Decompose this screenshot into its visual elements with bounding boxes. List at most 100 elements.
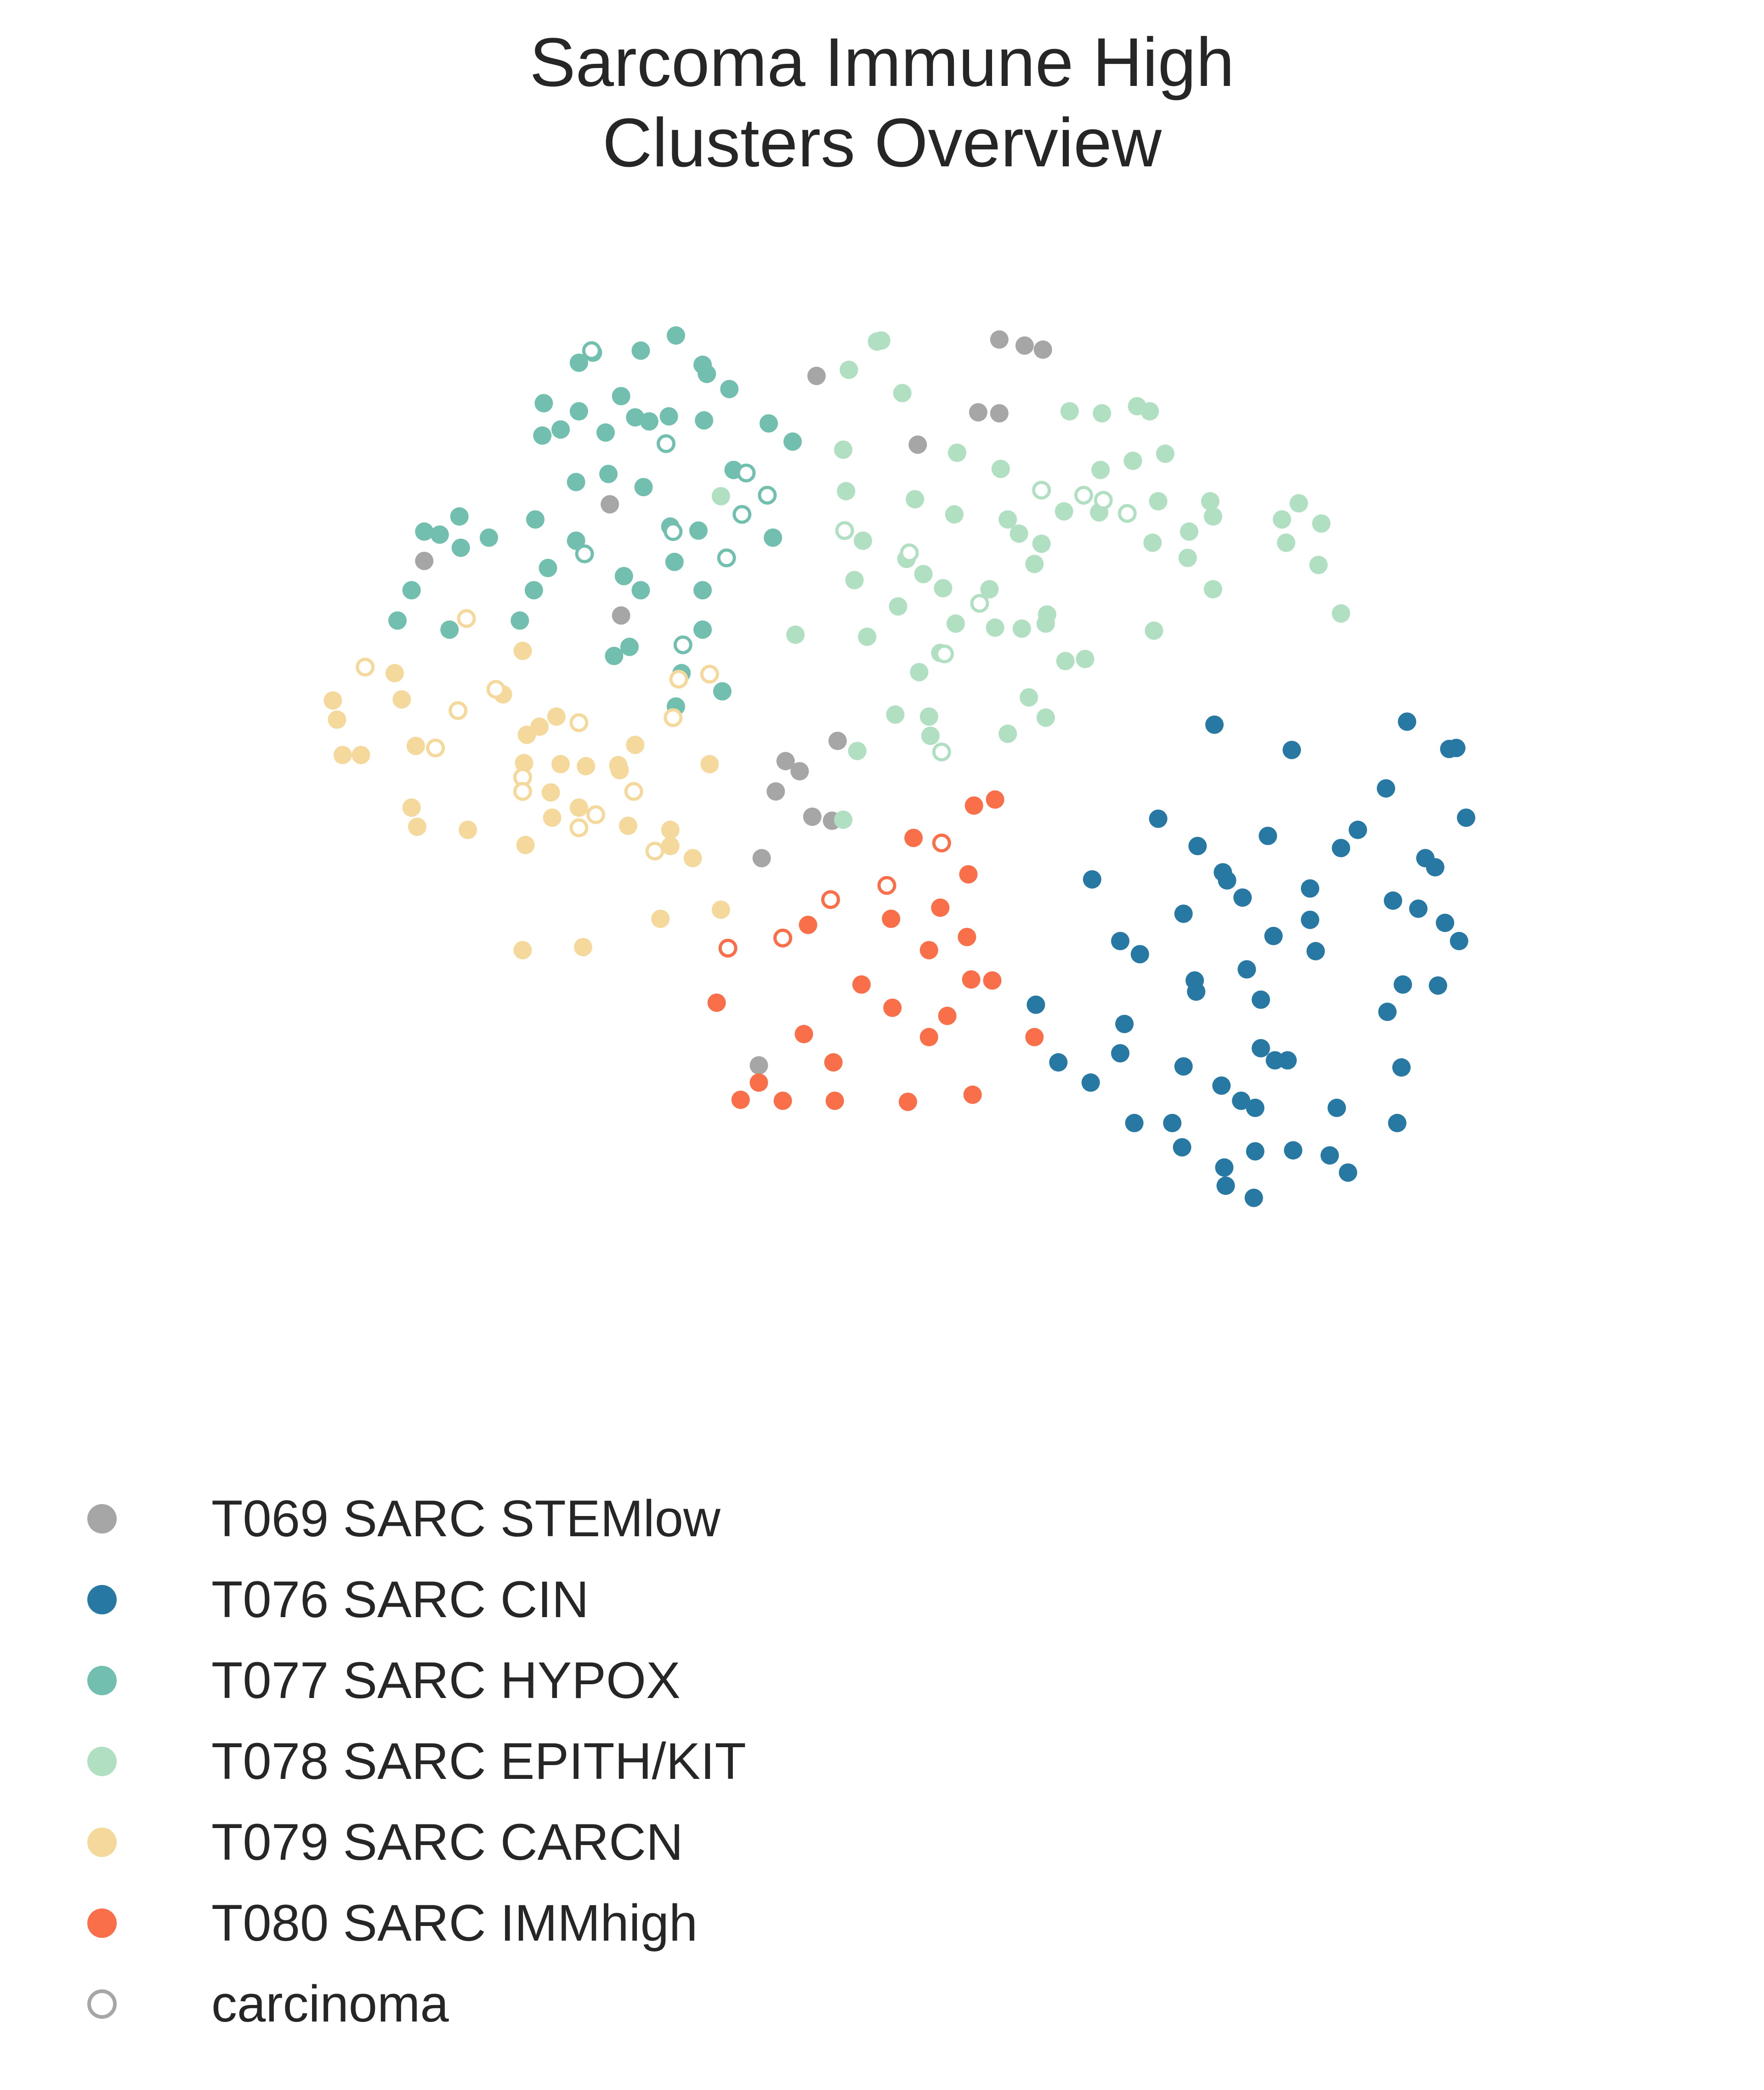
scatter-point: [760, 414, 778, 433]
scatter-point: [356, 658, 375, 677]
scatter-point: [910, 663, 929, 682]
scatter-point: [758, 486, 777, 505]
legend-item-t077: T077 SARC HYPOX: [87, 1648, 1098, 1709]
scatter-point: [664, 522, 683, 541]
scatter-point: [882, 909, 901, 928]
scatter-point: [567, 473, 585, 491]
scatter-point: [651, 909, 670, 928]
scatter-point: [408, 818, 426, 836]
series-carcinoma: [356, 341, 1137, 958]
scatter-point: [626, 408, 645, 427]
scatter-point: [577, 757, 596, 776]
scatter-point: [388, 611, 407, 630]
scatter-point: [711, 900, 730, 919]
scatter-point: [948, 443, 966, 462]
scatter-point: [1076, 650, 1095, 668]
scatter-point: [900, 543, 919, 562]
scatter-point: [645, 841, 664, 861]
scatter-point: [515, 754, 533, 772]
scatter-point: [1149, 809, 1168, 828]
scatter-point: [1216, 1176, 1235, 1195]
scatter-point: [1025, 1028, 1044, 1046]
scatter-point: [946, 614, 965, 633]
scatter-point: [634, 478, 653, 496]
scatter-point: [1284, 1141, 1303, 1160]
scatter-point: [1289, 494, 1308, 513]
scatter-point: [821, 890, 840, 909]
scatter-point: [1027, 995, 1045, 1014]
scatter-point: [1332, 839, 1350, 858]
scatter-point: [612, 387, 630, 405]
legend-label-t080: T080 SARC IMMhigh: [211, 1894, 698, 1952]
scatter-point: [1180, 522, 1198, 541]
scatter-point: [402, 581, 421, 600]
scatter-point: [1312, 514, 1331, 533]
scatter-point: [1111, 931, 1129, 950]
scatter-point: [665, 552, 684, 571]
scatter-point: [1272, 510, 1291, 529]
scatter-point: [1203, 580, 1222, 599]
scatter-point: [935, 644, 954, 664]
scatter-point: [883, 999, 902, 1017]
scatter-point: [605, 647, 624, 665]
scatter-point: [669, 670, 688, 689]
scatter-point: [1309, 556, 1328, 574]
scatter-point: [664, 708, 683, 727]
scatter-point: [893, 384, 912, 403]
scatter-point: [959, 865, 978, 884]
scatter-point: [799, 915, 817, 934]
scatter-point: [1429, 976, 1447, 995]
scatter-point: [1252, 1039, 1270, 1057]
series-t080: [707, 790, 1044, 1111]
scatter-point: [1081, 1073, 1100, 1092]
scatter-point: [1265, 1051, 1284, 1070]
scatter-point: [1384, 891, 1402, 910]
scatter-point: [773, 1091, 792, 1110]
scatter-point: [990, 404, 1009, 423]
scatter-point: [825, 1091, 844, 1110]
scatter-point: [904, 829, 923, 847]
scatter-point: [1212, 1076, 1231, 1095]
scatter-point: [990, 330, 1009, 349]
scatter-point: [986, 618, 1004, 637]
scatter-point: [1457, 808, 1475, 827]
legend-marker-t069: [87, 1504, 117, 1533]
scatter-point: [1264, 926, 1283, 945]
scatter-point: [541, 783, 560, 802]
scatter-point: [1094, 491, 1113, 510]
scatter-point: [547, 707, 566, 726]
scatter-point: [749, 1056, 768, 1075]
scatter-point: [889, 597, 908, 616]
legend-marker-t076: [87, 1585, 117, 1614]
scatter-point: [415, 522, 434, 541]
scatter-point: [1125, 1113, 1144, 1132]
scatter-point: [406, 737, 425, 755]
scatter-point: [695, 411, 714, 430]
scatter-point: [486, 680, 505, 699]
series-t079: [323, 642, 730, 960]
legend-label-carcinoma: carcinoma: [211, 1975, 449, 2033]
scatter-point: [631, 581, 650, 600]
scatter-point: [1282, 741, 1301, 759]
scatter-point: [731, 1090, 750, 1109]
scatter-point: [938, 1006, 957, 1025]
scatter-point: [776, 752, 795, 771]
scatter-point: [932, 833, 951, 852]
scatter-point: [451, 539, 470, 557]
scatter-point: [852, 975, 871, 994]
chart-title-line-2: Clusters Overview: [602, 104, 1162, 181]
scatter-point: [807, 367, 826, 385]
scatter-point: [1232, 1091, 1251, 1110]
scatter-point: [1130, 945, 1149, 964]
scatter-point: [945, 505, 964, 524]
scatter-point: [1145, 621, 1163, 640]
scatter-point: [1327, 1098, 1346, 1117]
scatter-point: [711, 487, 730, 505]
scatter-point: [480, 528, 498, 547]
scatter-point: [574, 938, 592, 956]
scatter-point: [440, 620, 459, 639]
scatter-point: [1115, 1015, 1134, 1034]
scatter-point: [1301, 879, 1320, 898]
scatter-point: [698, 364, 716, 383]
